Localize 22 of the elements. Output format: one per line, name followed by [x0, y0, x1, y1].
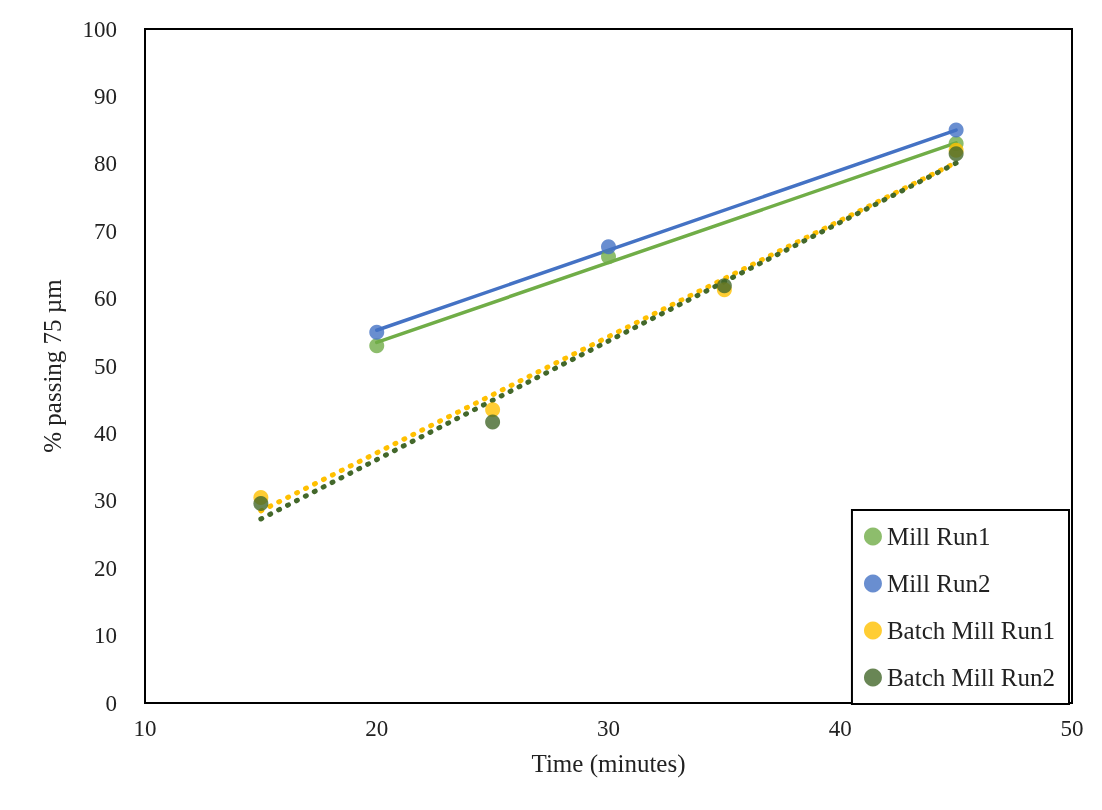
y-tick-label: 20: [94, 555, 117, 581]
legend-label: Batch Mill Run2: [886, 664, 1056, 691]
y-tick-label: 80: [94, 151, 117, 177]
y-axis-title: % passing 75 µm: [39, 278, 66, 453]
y-tick-label: 90: [94, 83, 117, 109]
y-tick-label: 10: [94, 623, 117, 649]
legend-label: Mill Run2: [886, 570, 991, 597]
x-tick-label: 40: [828, 716, 852, 741]
y-tick-label: 70: [94, 218, 117, 244]
x-tick-label: 30: [597, 716, 620, 741]
y-tick-label: 100: [82, 16, 117, 42]
x-axis-title: Time (minutes): [531, 750, 686, 778]
y-tick-label: 30: [94, 488, 117, 514]
y-tick-label: 60: [94, 286, 117, 312]
x-tick-label: 10: [133, 716, 157, 741]
y-tick-label: 40: [94, 420, 117, 446]
x-tick-label: 20: [365, 716, 389, 741]
y-tick-label: 0: [105, 690, 117, 716]
legend-label: Mill Run1: [886, 523, 991, 550]
x-tick-label: 50: [1060, 716, 1084, 741]
legend-label: Batch Mill Run1: [886, 617, 1056, 644]
y-tick-label: 50: [94, 353, 117, 379]
